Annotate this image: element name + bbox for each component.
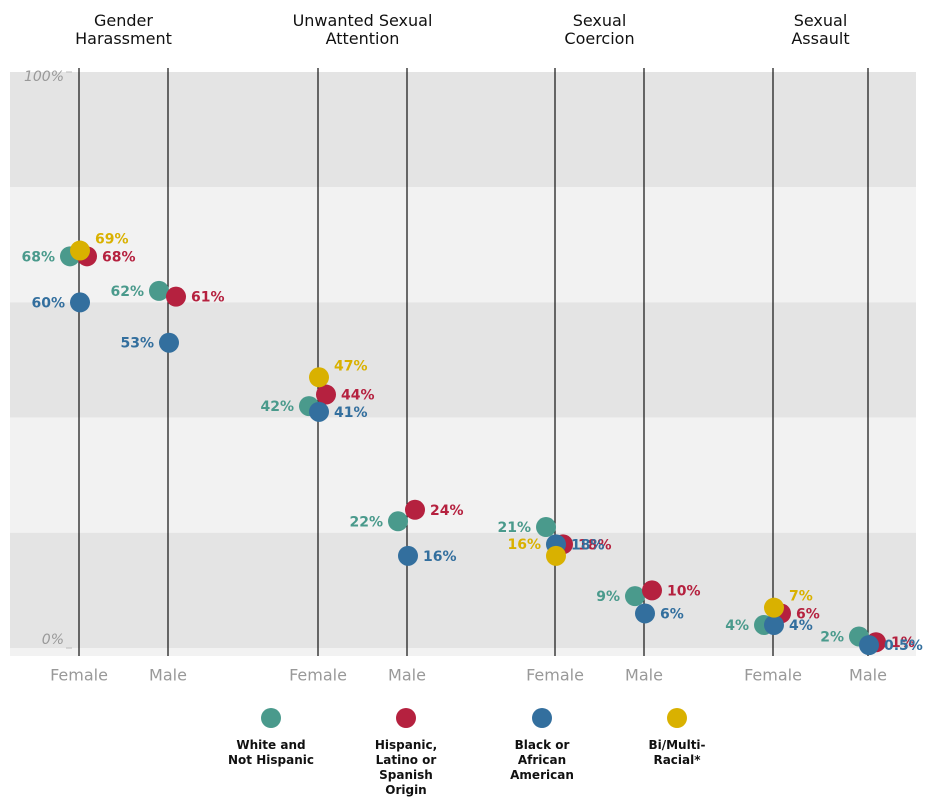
dot [764, 614, 784, 635]
x-tick-label: Male [625, 666, 663, 685]
dot [309, 367, 329, 388]
group-title: Gender Harassment [75, 11, 172, 48]
band [10, 72, 916, 188]
data-label: 18% [578, 537, 612, 553]
x-tick-label: Female [744, 666, 802, 685]
data-label: 7% [789, 589, 813, 605]
data-label: 4% [789, 618, 813, 634]
band [10, 648, 916, 656]
data-label: 41% [334, 405, 368, 421]
dot [642, 580, 662, 601]
legend-marker [532, 708, 552, 728]
data-label: 61% [191, 290, 225, 306]
data-label: 16% [423, 549, 457, 565]
dot [166, 286, 186, 307]
dot [309, 401, 329, 422]
group-title: Unwanted Sexual Attention [292, 11, 433, 48]
band [10, 187, 916, 303]
data-label: 22% [349, 514, 383, 530]
x-tick-label: Female [289, 666, 347, 685]
data-label: 53% [120, 336, 154, 352]
band [10, 302, 916, 418]
data-label: 69% [95, 232, 129, 248]
group-title: Sexual Coercion [564, 11, 635, 48]
data-label: 62% [110, 284, 144, 300]
y-tick-label: 0% [42, 632, 64, 648]
y-tick-label: 100% [24, 69, 64, 85]
data-label: 60% [31, 295, 65, 311]
x-tick-label: Female [526, 666, 584, 685]
dot [149, 280, 169, 301]
data-label: 68% [102, 249, 136, 265]
legend-label: Bi/Multi-Racial* [648, 738, 706, 767]
data-label: 2% [820, 629, 844, 645]
legend-label: Black or African American [510, 738, 574, 782]
dot [546, 545, 566, 566]
data-label: 21% [497, 520, 531, 536]
dot [70, 240, 90, 261]
data-label: 18% [571, 537, 605, 553]
legend-label: White and Not Hispanic [228, 738, 314, 767]
legend-marker [667, 708, 687, 728]
group-title: Sexual Assault [791, 11, 850, 48]
data-label: 47% [334, 358, 368, 374]
data-label: 6% [796, 606, 820, 622]
data-label: 24% [430, 503, 464, 519]
data-label: 16% [507, 537, 541, 553]
dot [625, 586, 645, 607]
dot [159, 332, 179, 353]
data-label: 9% [596, 589, 620, 605]
dot [316, 384, 336, 405]
data-label: 1% [891, 635, 915, 651]
dot [859, 635, 879, 656]
legend-marker [396, 708, 416, 728]
dot [536, 517, 556, 538]
data-label: 6% [660, 606, 684, 622]
data-label: 68% [21, 249, 55, 265]
data-label: 10% [667, 583, 701, 599]
x-tick-label: Male [149, 666, 187, 685]
x-tick-label: Male [388, 666, 426, 685]
data-label: 0.5% [884, 638, 923, 654]
dot [764, 597, 784, 618]
data-label: 4% [725, 618, 749, 634]
data-label: 42% [260, 399, 294, 415]
legend-label: Hispanic, Latino or Spanish Origin [374, 738, 438, 797]
dot [635, 603, 655, 624]
dot [405, 499, 425, 520]
band [10, 417, 916, 533]
x-tick-label: Male [849, 666, 887, 685]
x-tick-label: Female [50, 666, 108, 685]
dot [398, 545, 418, 566]
legend-marker [261, 708, 281, 728]
dot [388, 511, 408, 532]
dot [70, 292, 90, 313]
data-label: 44% [341, 388, 375, 404]
